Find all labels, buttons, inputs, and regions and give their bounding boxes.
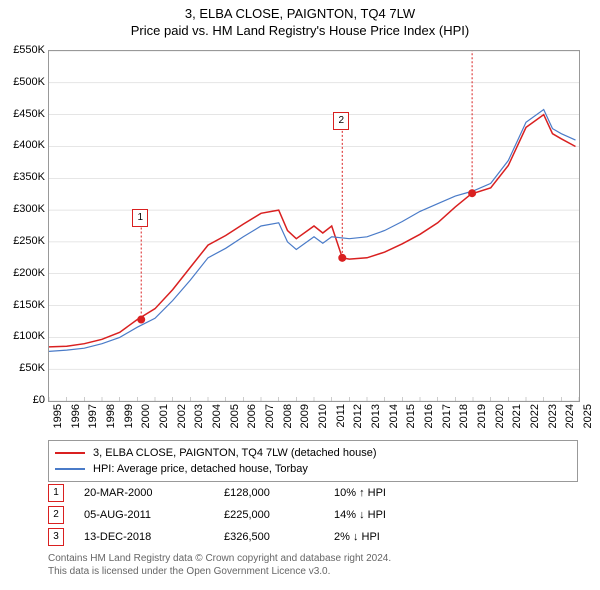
transaction-price: £128,000	[224, 487, 334, 499]
x-tick-label: 2004	[211, 404, 223, 428]
y-tick-label: £450K	[13, 108, 45, 120]
x-tick-label: 1999	[123, 404, 135, 428]
y-tick-label: £250K	[13, 235, 45, 247]
x-tick-label: 2009	[299, 404, 311, 428]
x-tick-label: 2024	[564, 404, 576, 428]
y-tick-label: £300K	[13, 203, 45, 215]
y-tick-label: £0	[33, 394, 45, 406]
table-row: 2 05-AUG-2011 £225,000 14% ↓ HPI	[48, 504, 578, 526]
x-tick-label: 2014	[388, 404, 400, 428]
x-tick-label: 2022	[529, 404, 541, 428]
chart-container: 3, ELBA CLOSE, PAIGNTON, TQ4 7LW Price p…	[0, 0, 600, 590]
legend: 3, ELBA CLOSE, PAIGNTON, TQ4 7LW (detach…	[48, 440, 578, 482]
x-tick-label: 2008	[282, 404, 294, 428]
chart-marker-box: 1	[132, 209, 148, 227]
x-tick-label: 2012	[352, 404, 364, 428]
y-tick-label: £200K	[13, 267, 45, 279]
y-tick-label: £500K	[13, 76, 45, 88]
chart-title: 3, ELBA CLOSE, PAIGNTON, TQ4 7LW	[0, 0, 600, 21]
y-tick-label: £100K	[13, 330, 45, 342]
x-tick-label: 2013	[370, 404, 382, 428]
x-tick-label: 1996	[70, 404, 82, 428]
y-tick-label: £150K	[13, 299, 45, 311]
y-tick-label: £400K	[13, 139, 45, 151]
transaction-hpi: 14% ↓ HPI	[334, 509, 454, 521]
transaction-marker: 1	[48, 484, 64, 502]
x-tick-label: 2021	[511, 404, 523, 428]
y-tick-label: £350K	[13, 171, 45, 183]
x-tick-label: 2020	[494, 404, 506, 428]
footer-attribution: Contains HM Land Registry data © Crown c…	[48, 552, 391, 578]
x-tick-label: 2007	[264, 404, 276, 428]
chart-subtitle: Price paid vs. HM Land Registry's House …	[0, 21, 600, 38]
x-tick-label: 2011	[335, 404, 347, 428]
legend-label: HPI: Average price, detached house, Torb…	[93, 463, 308, 475]
x-tick-label: 1997	[87, 404, 99, 428]
x-tick-label: 2016	[423, 404, 435, 428]
x-tick-label: 1998	[105, 404, 117, 428]
x-tick-label: 2002	[176, 404, 188, 428]
y-tick-label: £550K	[13, 44, 45, 56]
legend-item: 3, ELBA CLOSE, PAIGNTON, TQ4 7LW (detach…	[55, 445, 571, 461]
x-tick-label: 2019	[476, 404, 488, 428]
x-tick-label: 2010	[317, 404, 329, 428]
transaction-date: 20-MAR-2000	[84, 487, 224, 499]
legend-item: HPI: Average price, detached house, Torb…	[55, 461, 571, 477]
x-tick-label: 2003	[193, 404, 205, 428]
x-tick-label: 2000	[140, 404, 152, 428]
table-row: 1 20-MAR-2000 £128,000 10% ↑ HPI	[48, 482, 578, 504]
x-tick-label: 2025	[582, 404, 594, 428]
x-tick-label: 2018	[458, 404, 470, 428]
transaction-price: £225,000	[224, 509, 334, 521]
chart-svg	[49, 51, 579, 401]
legend-label: 3, ELBA CLOSE, PAIGNTON, TQ4 7LW (detach…	[93, 447, 376, 459]
transaction-marker: 3	[48, 528, 64, 546]
x-tick-label: 2023	[547, 404, 559, 428]
legend-swatch	[55, 452, 85, 454]
x-tick-label: 2005	[229, 404, 241, 428]
x-tick-label: 2017	[441, 404, 453, 428]
y-tick-label: £50K	[19, 362, 45, 374]
transaction-date: 13-DEC-2018	[84, 531, 224, 543]
legend-swatch	[55, 468, 85, 470]
transaction-marker: 2	[48, 506, 64, 524]
x-tick-label: 2006	[246, 404, 258, 428]
x-tick-label: 2015	[405, 404, 417, 428]
footer-line: This data is licensed under the Open Gov…	[48, 565, 391, 578]
chart-marker-box: 2	[333, 112, 349, 130]
transaction-price: £326,500	[224, 531, 334, 543]
x-tick-label: 1995	[52, 404, 64, 428]
x-tick-label: 2001	[158, 404, 170, 428]
transaction-hpi: 2% ↓ HPI	[334, 531, 454, 543]
transactions-table: 1 20-MAR-2000 £128,000 10% ↑ HPI 2 05-AU…	[48, 482, 578, 548]
transaction-date: 05-AUG-2011	[84, 509, 224, 521]
table-row: 3 13-DEC-2018 £326,500 2% ↓ HPI	[48, 526, 578, 548]
footer-line: Contains HM Land Registry data © Crown c…	[48, 552, 391, 565]
transaction-hpi: 10% ↑ HPI	[334, 487, 454, 499]
plot-area	[48, 50, 580, 402]
